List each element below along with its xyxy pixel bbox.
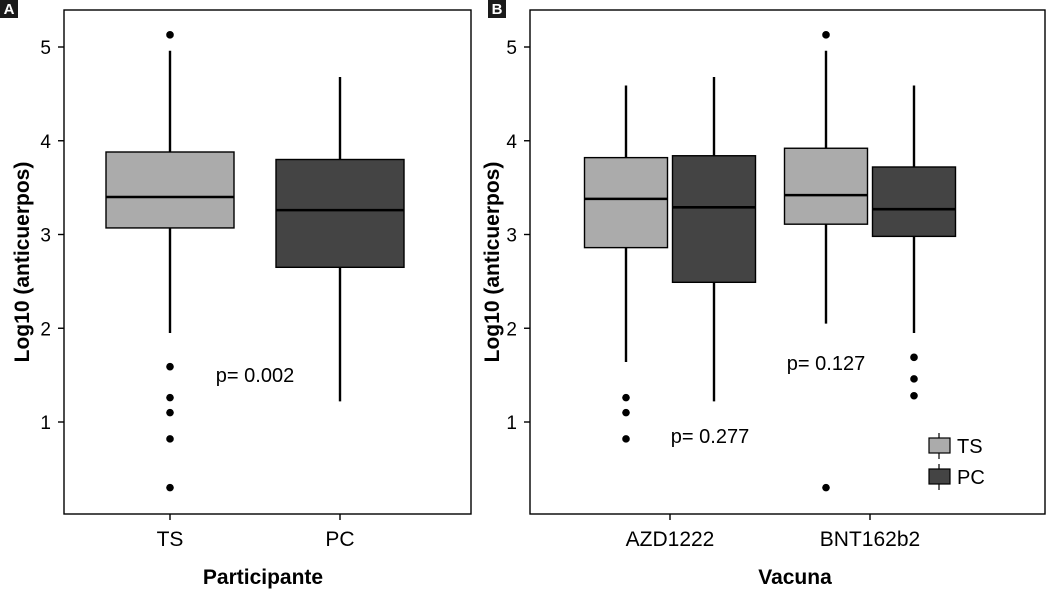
p-value-annotation: p= 0.127 xyxy=(787,353,865,375)
iqr-box xyxy=(583,156,669,249)
x-tick-label: TS xyxy=(157,528,184,551)
x-axis-title: Participante xyxy=(203,566,323,589)
panel-label-badge xyxy=(488,0,506,18)
iqr-box xyxy=(871,166,957,238)
outlier-point xyxy=(910,391,918,400)
y-tick-label: 2 xyxy=(40,319,51,340)
x-tick-label: AZD1222 xyxy=(626,528,715,551)
outlier-point xyxy=(166,393,174,402)
y-tick-label: 1 xyxy=(506,413,517,434)
x-tick-label: PC xyxy=(325,528,354,551)
panel-label: A xyxy=(4,1,15,18)
iqr-box xyxy=(671,155,757,284)
box-azd1222-pc xyxy=(671,77,757,402)
outlier-point xyxy=(166,435,174,443)
y-tick-label: 3 xyxy=(40,226,51,247)
outlier-point xyxy=(910,375,918,383)
plot-frame xyxy=(529,9,1046,515)
box-bnt162b2-ts xyxy=(783,31,869,492)
y-tick-label: 5 xyxy=(40,38,51,59)
plot-frame xyxy=(63,9,472,515)
y-axis-title: Log10 (anticuerpos) xyxy=(11,162,34,363)
box-azd1222-ts xyxy=(583,85,669,443)
legend-label: TS xyxy=(957,436,983,458)
x-tick-label: BNT162b2 xyxy=(820,528,920,551)
outlier-point xyxy=(166,31,174,39)
outlier-point xyxy=(166,408,174,417)
y-tick-label: 5 xyxy=(506,38,517,59)
legend-key-swatch xyxy=(928,437,951,454)
y-tick-label: 1 xyxy=(40,413,51,434)
p-value-annotation: p= 0.277 xyxy=(671,426,749,448)
y-tick-label: 3 xyxy=(506,226,517,247)
outlier-point xyxy=(910,353,918,362)
y-axis-title: Log10 (anticuerpos) xyxy=(481,162,504,363)
legend: TS PC xyxy=(928,433,985,490)
legend-key-swatch xyxy=(928,468,951,485)
iqr-box xyxy=(275,158,405,269)
panel-label: B xyxy=(492,1,503,18)
iqr-box xyxy=(783,147,869,225)
box-ts-ts xyxy=(105,31,235,492)
y-tick-label: 2 xyxy=(506,319,517,340)
y-tick-label: 4 xyxy=(40,132,51,153)
outlier-point xyxy=(822,483,830,492)
panel-b: B 1 2 3 4 5 AZD1222 BNT162b2 Vacuna Log10 (anticu… xyxy=(481,0,1046,589)
y-tick-label: 4 xyxy=(506,132,517,153)
iqr-box xyxy=(105,151,235,229)
outlier-point xyxy=(166,362,174,371)
outlier-point xyxy=(622,393,630,402)
box-pc-pc xyxy=(275,77,405,402)
p-value-annotation: p= 0.002 xyxy=(216,365,294,387)
x-axis-title: Vacuna xyxy=(758,566,832,589)
outlier-point xyxy=(822,31,830,39)
outlier-point xyxy=(622,435,630,443)
outlier-point xyxy=(622,408,630,417)
legend-label: PC xyxy=(957,467,985,489)
box-bnt162b2-pc xyxy=(871,85,957,400)
panel-label-badge xyxy=(0,0,18,18)
outlier-point xyxy=(166,483,174,492)
